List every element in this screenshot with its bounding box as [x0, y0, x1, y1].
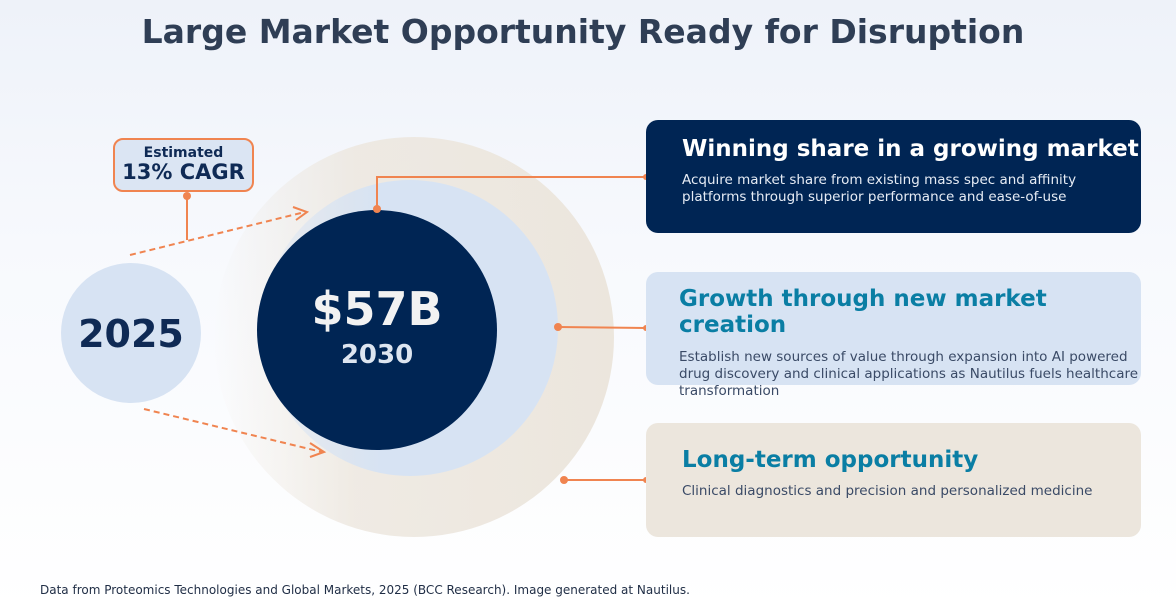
cagr-callout: Estimated 13% CAGR: [113, 138, 254, 192]
card-new-market: Growth through new market creation Estab…: [646, 272, 1141, 399]
card-body: Acquire market share from existing mass …: [682, 172, 1077, 205]
card-body: Clinical diagnostics and precision and p…: [682, 483, 1093, 499]
market-value-2030: $57B: [311, 282, 443, 336]
growth-arrow-bottom: [143, 408, 323, 453]
arrow-head-icon: [292, 206, 310, 221]
connector-card-2: [557, 326, 647, 329]
growth-arrow-top: [129, 211, 306, 256]
year-2030: 2030: [340, 340, 414, 370]
cagr-value: 13% CAGR: [122, 160, 245, 184]
card-long-term: Long-term opportunity Clinical diagnosti…: [646, 423, 1141, 537]
card-body: Establish new sources of value through e…: [679, 349, 1139, 399]
market-2030-circle: [257, 210, 497, 450]
year-2025: 2025: [78, 312, 184, 356]
market-2025-circle: [61, 263, 201, 403]
card-winning-share: Winning share in a growing market Acquir…: [646, 120, 1141, 233]
footnote: Data from Proteomics Technologies and Gl…: [40, 583, 690, 597]
card-title: Growth through new market creation: [679, 286, 1047, 338]
page-title: Large Market Opportunity Ready for Disru…: [141, 12, 1025, 51]
cagr-label: Estimated: [143, 145, 224, 161]
connector-card-1: [376, 176, 646, 209]
card-title: Winning share in a growing market: [682, 136, 1139, 162]
arrow-head-icon: [309, 442, 327, 458]
card-title: Long-term opportunity: [682, 447, 979, 473]
